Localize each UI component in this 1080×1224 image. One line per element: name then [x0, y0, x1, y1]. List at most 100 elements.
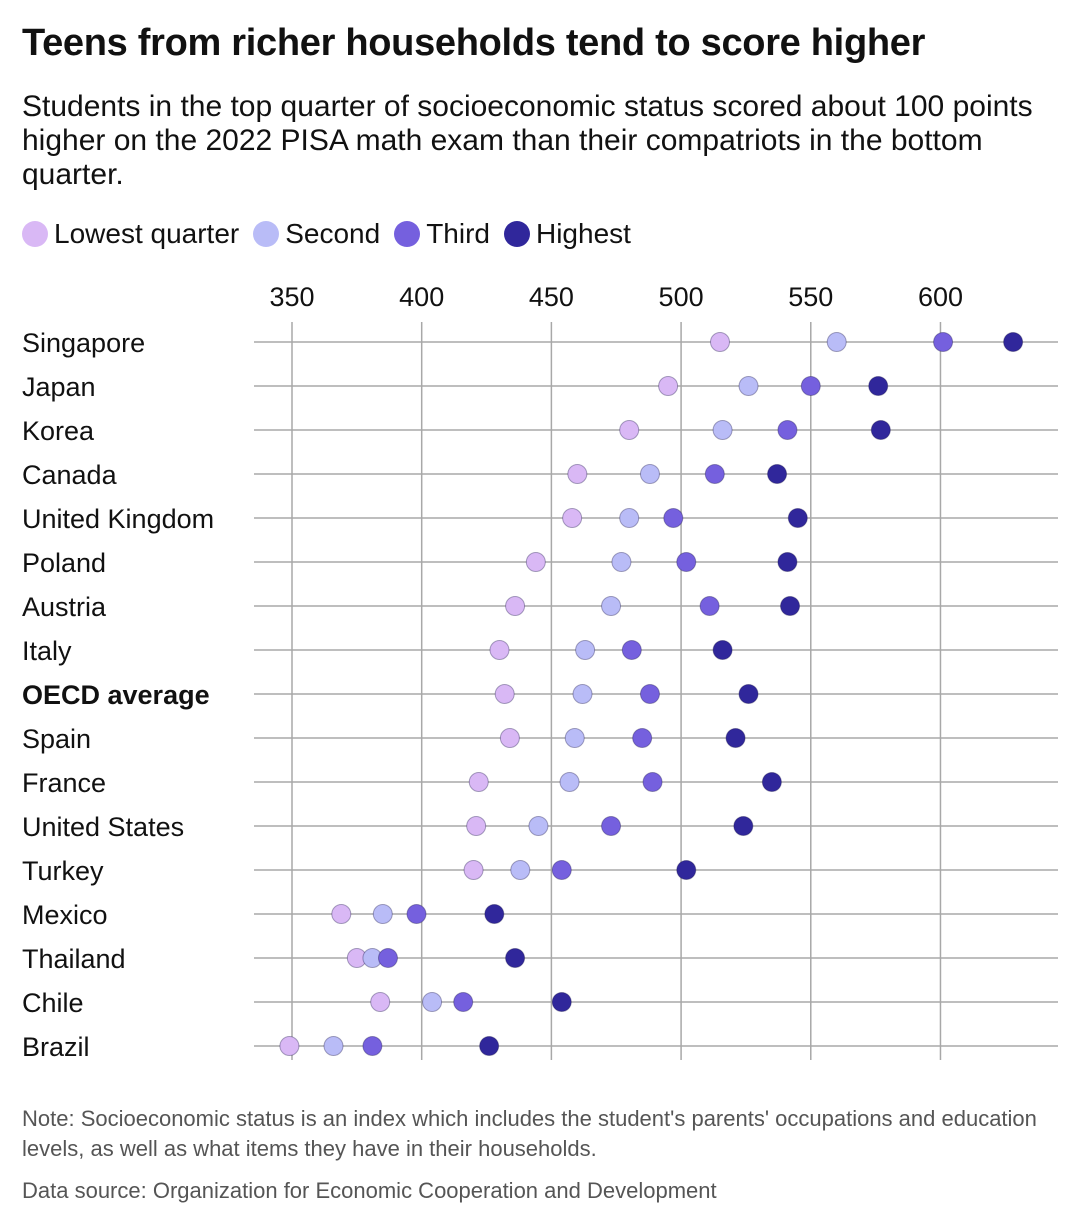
- chart-subtitle: Students in the top quarter of socioecon…: [22, 90, 1033, 191]
- point-highest-turkey: [676, 860, 697, 880]
- point-lowest-quarter-poland: [525, 552, 546, 572]
- legend-swatch-lowest: [22, 221, 48, 247]
- point-highest-united-states: [733, 816, 754, 836]
- point-lowest-quarter-mexico: [331, 904, 352, 924]
- point-second-poland: [611, 552, 632, 572]
- x-tick-label-500: 500: [659, 282, 704, 312]
- point-lowest-quarter-austria: [505, 596, 526, 616]
- point-highest-chile: [551, 992, 572, 1012]
- point-second-united-kingdom: [619, 508, 640, 528]
- point-highest-japan: [868, 376, 889, 396]
- point-highest-spain: [725, 728, 746, 748]
- x-tick-labels: 350 400 450 500 550 600: [269, 282, 963, 312]
- point-second-canada: [639, 464, 660, 484]
- point-highest-united-kingdom: [787, 508, 808, 528]
- point-lowest-quarter-united-states: [466, 816, 487, 836]
- point-second-france: [559, 772, 580, 792]
- category-label-mexico: Mexico: [22, 900, 108, 930]
- legend-item-lowest: Lowest quarter: [22, 218, 239, 250]
- legend-label-third: Third: [426, 218, 490, 249]
- point-second-chile: [422, 992, 443, 1012]
- point-highest-poland: [777, 552, 798, 572]
- point-third-spain: [632, 728, 653, 748]
- point-highest-oecd-average: [738, 684, 759, 704]
- chart-title: Teens from richer households tend to sco…: [22, 22, 926, 64]
- point-second-italy: [575, 640, 596, 660]
- point-third-chile: [453, 992, 474, 1012]
- point-second-brazil: [323, 1036, 344, 1056]
- point-lowest-quarter-canada: [567, 464, 588, 484]
- legend-label-second: Second: [285, 218, 381, 249]
- point-third-singapore: [933, 332, 954, 352]
- point-third-japan: [800, 376, 821, 396]
- legend: Lowest quarter Second Third Highest: [22, 216, 645, 252]
- category-label-spain: Spain: [22, 724, 91, 754]
- series-highest: [479, 332, 1024, 1056]
- point-highest-austria: [780, 596, 801, 616]
- point-third-poland: [676, 552, 697, 572]
- category-label-chile: Chile: [22, 988, 84, 1018]
- point-second-spain: [564, 728, 585, 748]
- point-third-mexico: [406, 904, 427, 924]
- point-third-united-states: [601, 816, 622, 836]
- point-lowest-quarter-japan: [658, 376, 679, 396]
- point-second-singapore: [826, 332, 847, 352]
- legend-item-third: Third: [394, 218, 490, 250]
- x-tick-label-350: 350: [269, 282, 314, 312]
- category-label-austria: Austria: [22, 592, 107, 622]
- point-third-korea: [777, 420, 798, 440]
- point-lowest-quarter-brazil: [279, 1036, 300, 1056]
- point-highest-mexico: [484, 904, 505, 924]
- point-third-united-kingdom: [663, 508, 684, 528]
- x-tick-label-450: 450: [529, 282, 574, 312]
- point-highest-france: [761, 772, 782, 792]
- legend-swatch-third: [394, 221, 421, 247]
- point-highest-canada: [767, 464, 788, 484]
- point-third-france: [642, 772, 663, 792]
- category-label-turkey: Turkey: [22, 856, 104, 886]
- category-labels: Singapore Japan Korea Canada United Kingdom P…: [22, 328, 214, 1062]
- point-third-brazil: [362, 1036, 383, 1056]
- point-highest-brazil: [479, 1036, 500, 1056]
- legend-swatch-second: [253, 221, 280, 247]
- point-third-thailand: [377, 948, 398, 968]
- point-lowest-quarter-spain: [499, 728, 520, 748]
- category-label-france: France: [22, 768, 106, 798]
- data-source: Data source: Organization for Economic C…: [22, 1178, 717, 1203]
- category-label-japan: Japan: [22, 372, 96, 402]
- series-second: [323, 332, 847, 1056]
- point-highest-thailand: [505, 948, 526, 968]
- point-third-turkey: [551, 860, 572, 880]
- point-third-austria: [699, 596, 720, 616]
- dot-plot: 350 400 450 500 550 600 Singapore Japan Korea Ca…: [22, 282, 1058, 1062]
- point-lowest-quarter-korea: [619, 420, 640, 440]
- point-lowest-quarter-france: [468, 772, 489, 792]
- point-second-austria: [601, 596, 622, 616]
- x-tick-label-600: 600: [918, 282, 963, 312]
- point-third-oecd-average: [639, 684, 660, 704]
- category-label-brazil: Brazil: [22, 1032, 90, 1062]
- data-points: [279, 332, 1024, 1056]
- category-label-united-states: United States: [22, 812, 184, 842]
- x-tick-label-550: 550: [788, 282, 833, 312]
- legend-swatch-highest: [503, 221, 530, 247]
- legend-label-highest: Highest: [535, 218, 631, 249]
- point-second-japan: [738, 376, 759, 396]
- point-second-oecd-average: [572, 684, 593, 704]
- category-label-thailand: Thailand: [22, 944, 126, 974]
- point-second-korea: [712, 420, 733, 440]
- point-lowest-quarter-united-kingdom: [562, 508, 583, 528]
- category-label-italy: Italy: [22, 636, 72, 666]
- point-highest-korea: [870, 420, 891, 440]
- category-label-singapore: Singapore: [22, 328, 145, 358]
- category-label-oecd-average: OECD average: [22, 680, 210, 710]
- legend-item-highest: Highest: [503, 218, 631, 250]
- point-second-united-states: [528, 816, 549, 836]
- series-lowest-quarter: [279, 332, 730, 1056]
- series-third: [362, 332, 954, 1056]
- category-label-poland: Poland: [22, 548, 106, 578]
- category-label-united-kingdom: United Kingdom: [22, 504, 214, 534]
- point-highest-italy: [712, 640, 733, 660]
- point-lowest-quarter-turkey: [463, 860, 484, 880]
- x-tick-label-400: 400: [399, 282, 444, 312]
